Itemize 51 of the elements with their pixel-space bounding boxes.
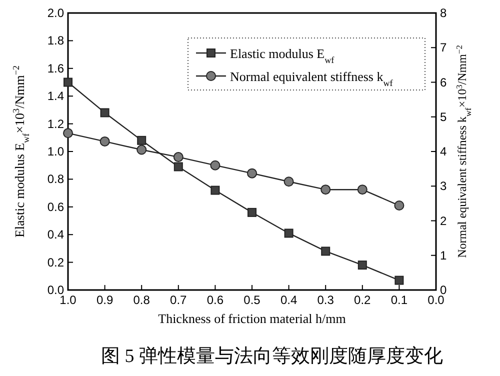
x-tick-label: 0.8 <box>133 293 150 307</box>
point <box>284 228 294 238</box>
y2-tick-label: 6 <box>440 75 447 90</box>
y2-tick-label: 5 <box>440 110 447 124</box>
point <box>64 78 72 87</box>
point <box>320 184 331 195</box>
legend-label: Normal equivalent stiffness k$_{wf}$ <box>230 69 394 88</box>
point <box>394 276 404 285</box>
y2-tick-label: 8 <box>440 6 447 20</box>
point <box>210 186 220 195</box>
x-tick-label: 0.3 <box>317 293 334 307</box>
point <box>63 128 73 138</box>
y2-tick-label: 1 <box>440 248 447 262</box>
x-tick-label: 0.2 <box>354 293 372 307</box>
x-tick-label: 0.4 <box>280 293 298 307</box>
y2-tick-label: 4 <box>440 144 447 158</box>
point <box>137 136 146 145</box>
y-tick-label: 1.4 <box>47 89 64 104</box>
point <box>100 136 110 146</box>
y-tick-label: 0.2 <box>47 255 64 270</box>
y-tick-label: 1.6 <box>47 61 64 76</box>
caption: 图 5 弹性模量与法向等效刚度随厚度变化 <box>101 345 443 367</box>
x-tick-label: 0.7 <box>170 293 188 307</box>
x-tick-label: 0.6 <box>206 293 224 307</box>
x-tick-label: 0.5 <box>244 293 261 307</box>
y-tick-label: 0.8 <box>47 172 64 186</box>
point <box>394 200 404 211</box>
point <box>136 144 147 155</box>
y-tick-label: 1.0 <box>47 144 64 158</box>
point <box>284 176 294 187</box>
y-tick-label: 1.2 <box>47 116 64 131</box>
point <box>321 246 330 256</box>
y-tick-label: 1.8 <box>47 34 64 48</box>
y2-tick-label: 7 <box>440 40 447 55</box>
x-tick-label: 0.1 <box>390 293 408 307</box>
y2-tick-label: 2 <box>440 214 447 228</box>
legend-label: Elastic modulus E$_{wf}$ <box>230 46 336 65</box>
point <box>210 160 220 170</box>
point <box>247 168 257 178</box>
point <box>357 184 368 195</box>
point <box>100 108 110 118</box>
point <box>173 152 184 162</box>
point <box>248 208 256 217</box>
x-tick-label: 0.9 <box>96 293 114 307</box>
x-axis-title: Thickness of friction material h/mm <box>158 311 346 326</box>
point <box>358 260 367 270</box>
y-tick-label: 2.0 <box>47 6 64 20</box>
y-tick-label: 0.4 <box>47 228 64 242</box>
point <box>174 162 183 172</box>
y-tick-label: 0.6 <box>47 200 64 214</box>
y2-tick-label: 3 <box>440 179 447 194</box>
